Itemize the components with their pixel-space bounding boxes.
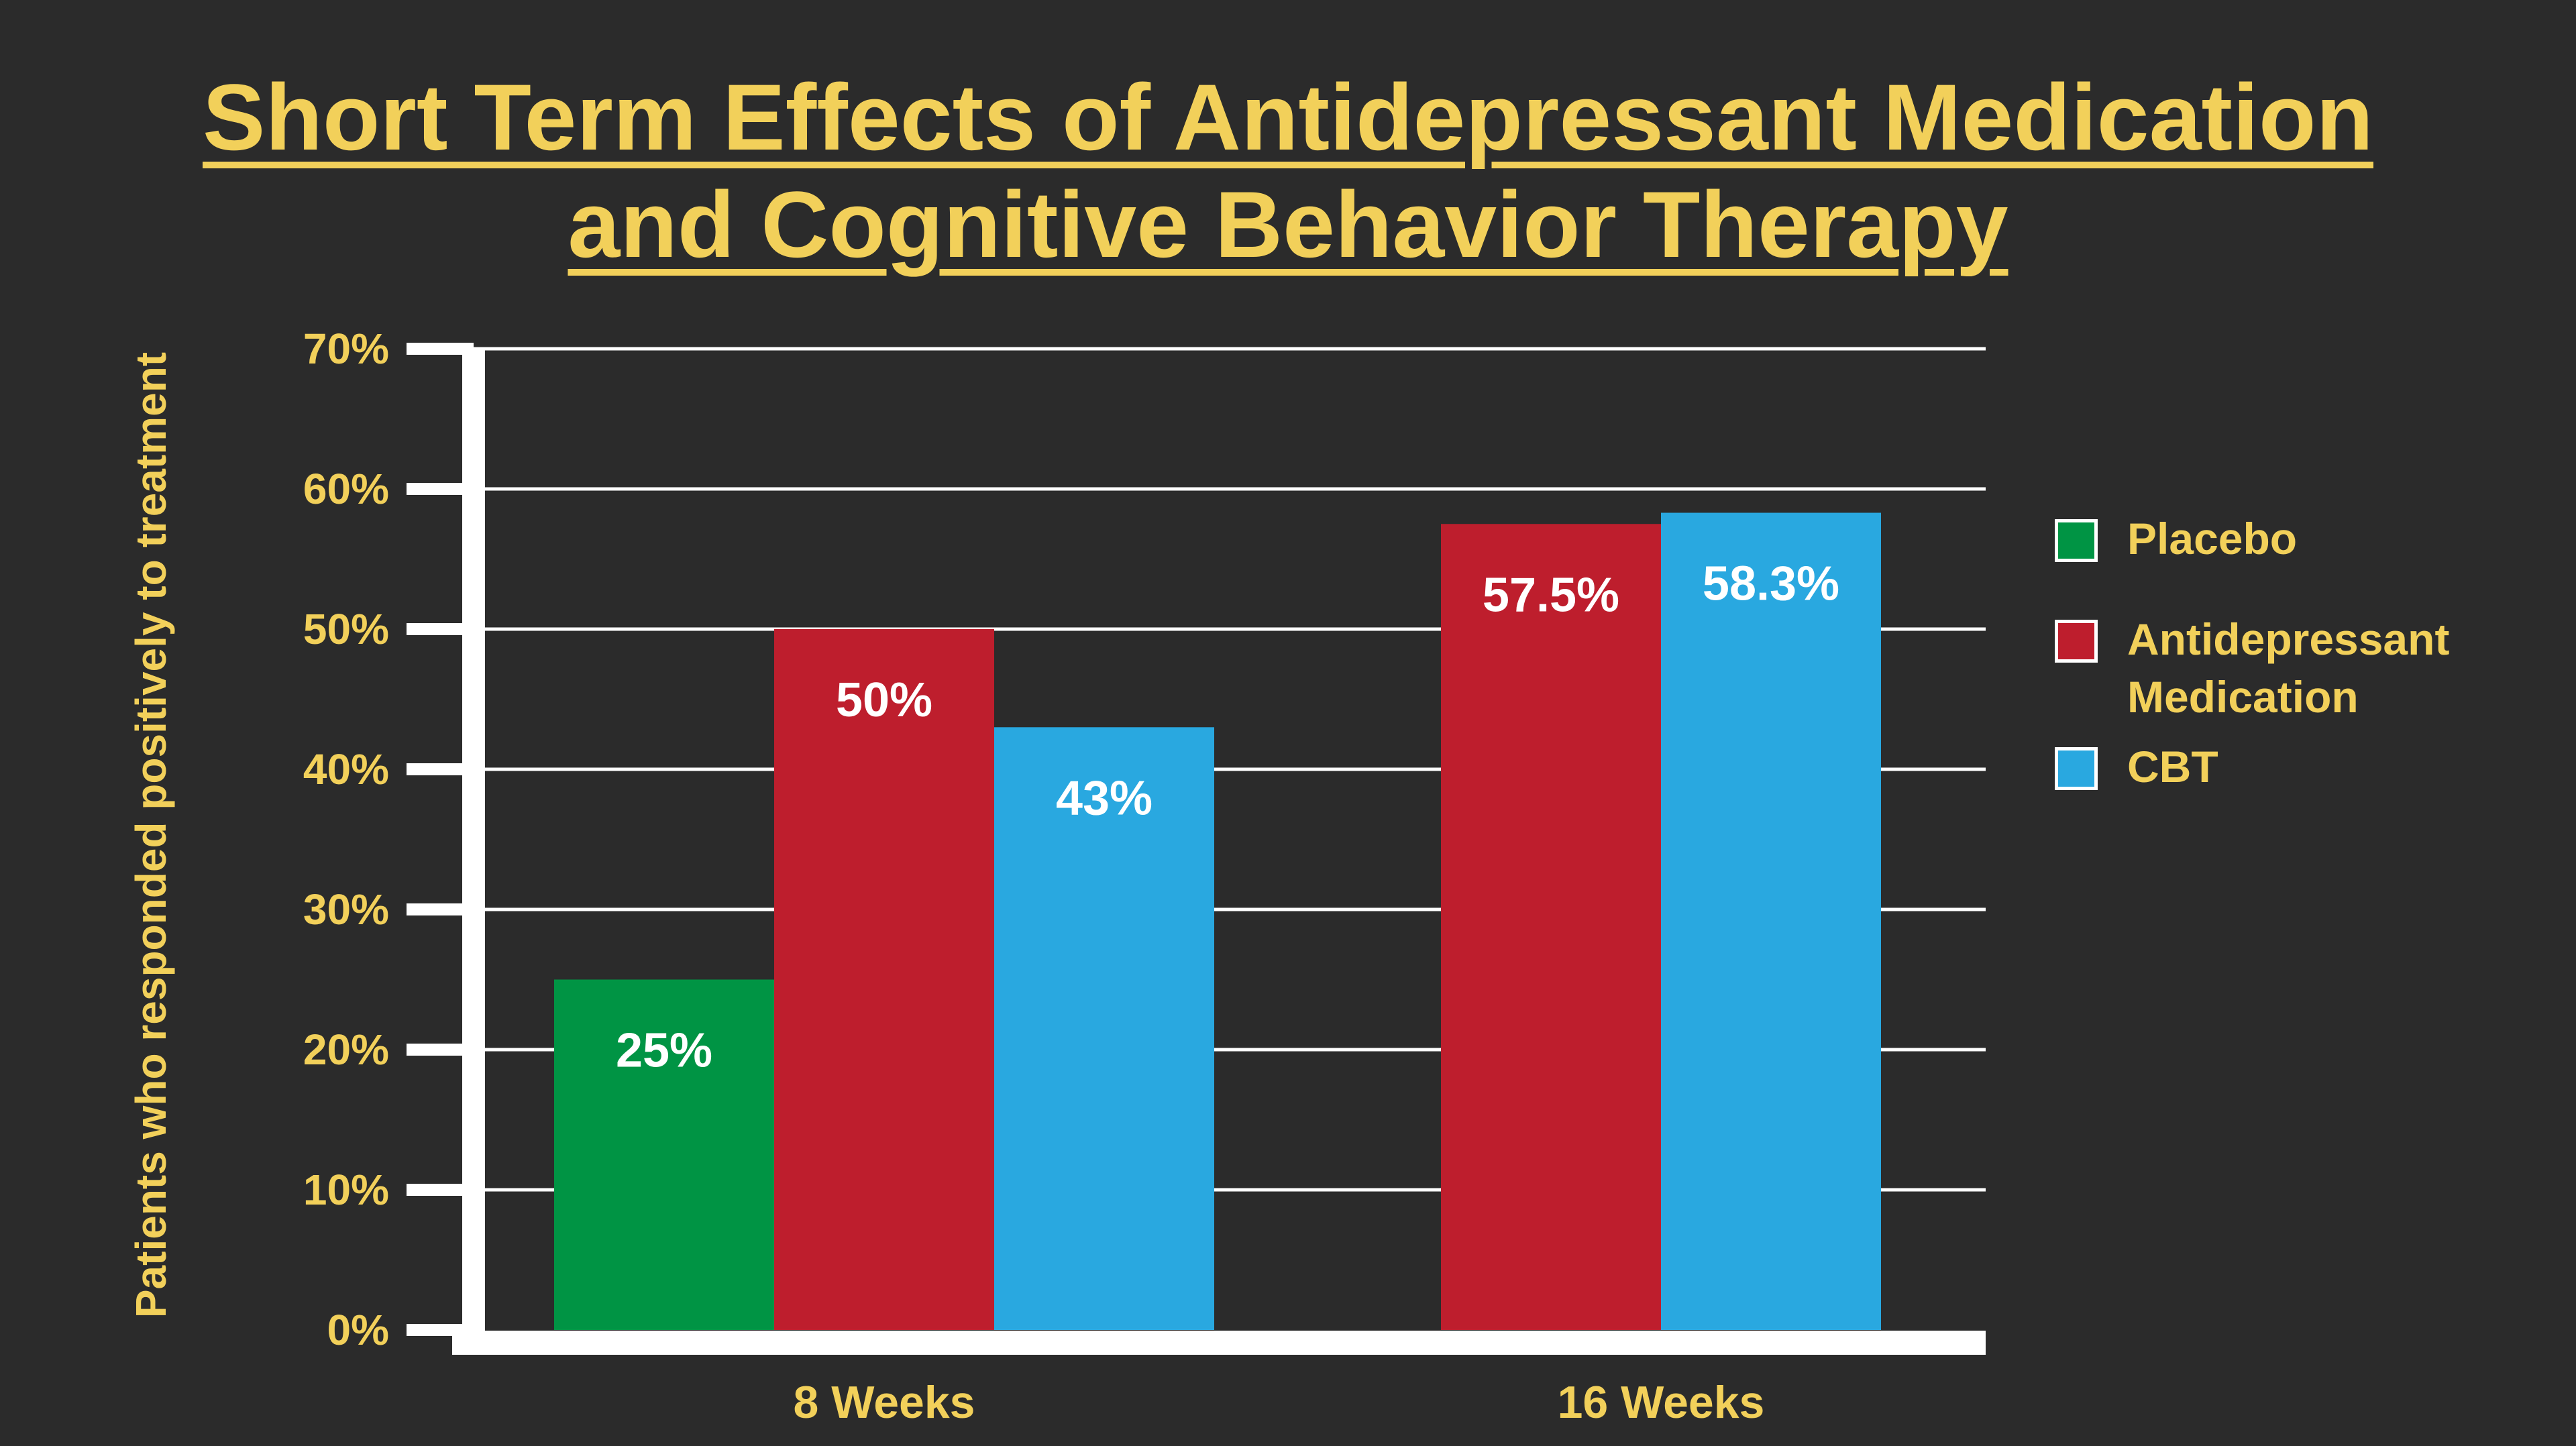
legend-swatch-placebo xyxy=(2055,519,2098,562)
legend-label-antidepressant-medication: Antidepressant Medication xyxy=(2127,614,2450,722)
x-tick-label-1: 8 Weeks xyxy=(794,1377,975,1428)
x-tick-label-2: 16 Weeks xyxy=(1558,1377,1765,1428)
y-tick-label-20: 20% xyxy=(303,1025,389,1074)
data-label-cbt-1: 43% xyxy=(1056,771,1152,825)
y-tick-label-0: 0% xyxy=(327,1306,390,1354)
chart-title: Short Term Effects of Antidepressant Med… xyxy=(0,64,2576,278)
data-label-cbt-2: 58.3% xyxy=(1703,557,1839,611)
data-label-antidepressant-medication-1: 50% xyxy=(836,673,932,727)
bar-cbt-2 xyxy=(1661,512,1881,1330)
legend-label-cbt: CBT xyxy=(2127,742,2218,791)
data-label-antidepressant-medication-2: 57.5% xyxy=(1483,568,1619,622)
y-tick-label-50: 50% xyxy=(303,605,389,653)
y-tick-label-30: 30% xyxy=(303,885,389,934)
chart-title-line-1: Short Term Effects of Antidepressant Med… xyxy=(203,64,2373,170)
bar-cbt-1 xyxy=(994,727,1214,1330)
bar-placebo-1 xyxy=(554,979,774,1330)
chart-title-line-2: and Cognitive Behavior Therapy xyxy=(568,172,2008,277)
legend-swatch-antidepressant-medication xyxy=(2055,620,2098,663)
y-tick-label-60: 60% xyxy=(303,465,389,513)
y-tick-label-70: 70% xyxy=(303,325,389,373)
bar-antidepressant-medication-2 xyxy=(1441,524,1661,1330)
legend-label-placebo: Placebo xyxy=(2127,514,2298,563)
y-tick-label-40: 40% xyxy=(303,745,389,793)
y-tick-label-10: 10% xyxy=(303,1166,389,1214)
legend-swatch-cbt xyxy=(2055,747,2098,790)
data-label-placebo-1: 25% xyxy=(616,1024,712,1078)
bar-antidepressant-medication-1 xyxy=(774,629,994,1330)
